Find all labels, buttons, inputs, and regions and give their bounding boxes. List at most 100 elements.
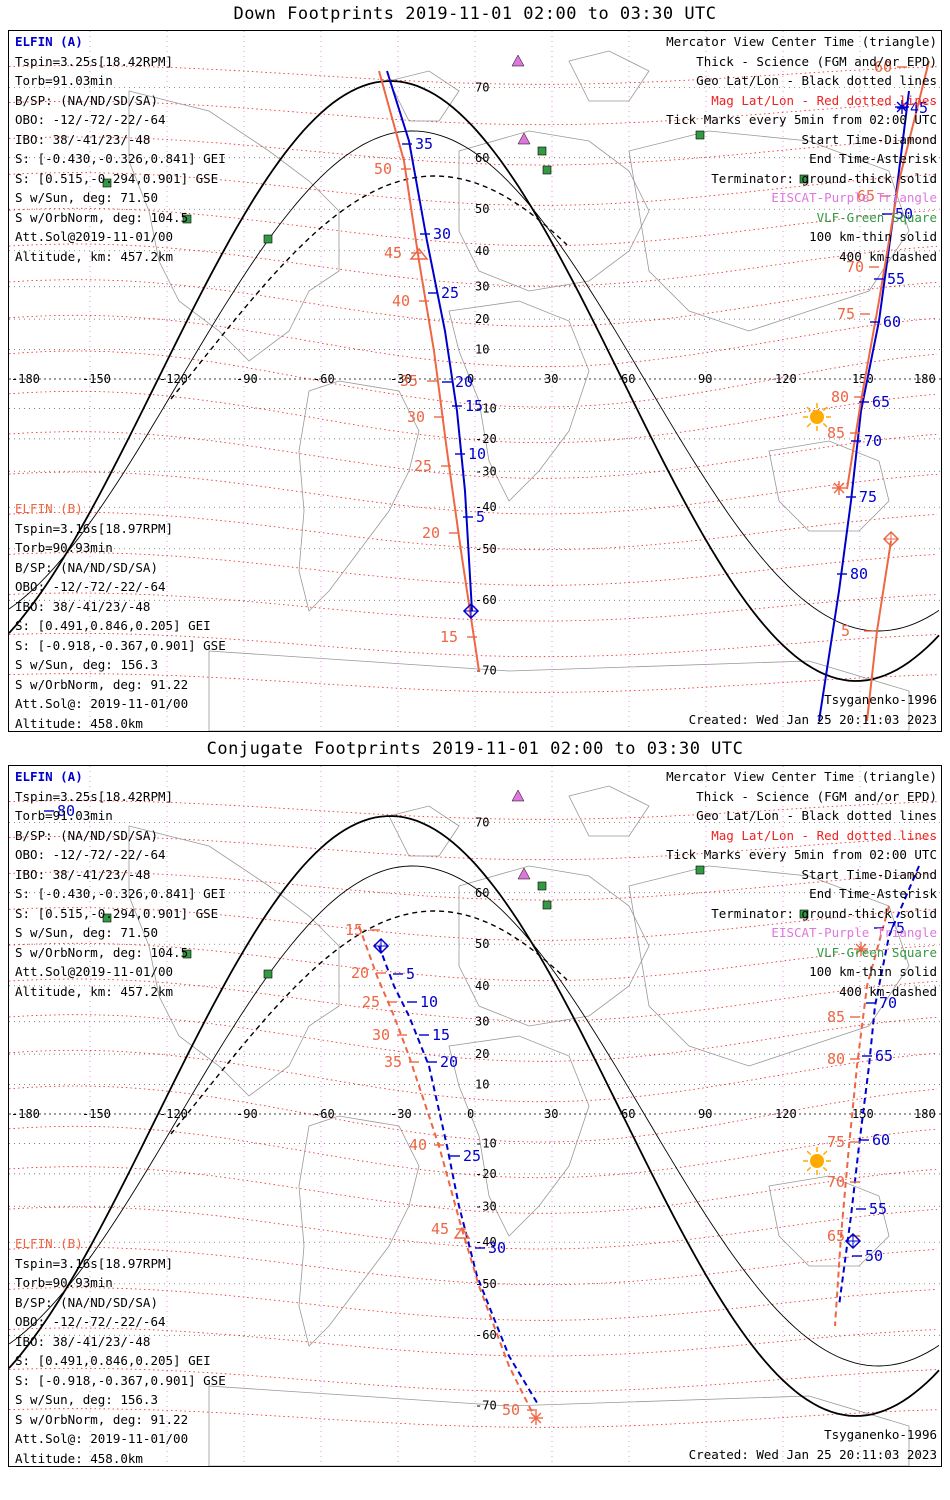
lat-label: 40 bbox=[475, 244, 489, 258]
mag-lat-line bbox=[9, 1166, 938, 1214]
legend-item: Tick Marks every 5min from 02:00 UTC bbox=[666, 847, 937, 862]
mag-lat-line bbox=[9, 1125, 938, 1179]
terminator-100km bbox=[9, 130, 940, 632]
tick-label: 40 bbox=[409, 1136, 427, 1154]
elfin-a-name: ELFIN (A) bbox=[15, 34, 83, 49]
elfin-a-info: ELFIN (A) Tspin=3.25s[18.42RPM] Torb=91.03… bbox=[15, 767, 226, 1001]
vlf-square bbox=[799, 174, 809, 184]
lon-label: 90 bbox=[698, 372, 712, 386]
map-canvas: -180 -150 -120 -90 -60 -30 0 30 60 90 120 150 180 70 6… bbox=[9, 766, 941, 1466]
model-label: Tsyganenko-1996 bbox=[824, 692, 937, 707]
tick-label: 45 bbox=[910, 99, 928, 117]
lon-label: -120 bbox=[159, 1107, 188, 1121]
tick-label: 50 bbox=[374, 160, 392, 178]
conjugate-footprints-panel: Conjugate Footprints 2019-11-01 02:00 to… bbox=[0, 735, 950, 1495]
info-line: S: [-0.918,-0.367,0.901] GSE bbox=[15, 637, 226, 653]
lon-label: -120 bbox=[159, 372, 188, 386]
lat-label: -20 bbox=[475, 1167, 497, 1181]
lat-label: -70 bbox=[475, 1399, 497, 1413]
vlf-square bbox=[537, 881, 547, 891]
coastline bbox=[208, 1385, 910, 1466]
mag-lat-line bbox=[9, 592, 938, 622]
sun-icon bbox=[803, 1147, 831, 1175]
tick-label: 55 bbox=[869, 1200, 887, 1218]
coastline bbox=[768, 1175, 890, 1267]
coastline bbox=[298, 380, 420, 612]
tick-label: 85 bbox=[827, 1008, 845, 1026]
tick-label: 30 bbox=[433, 225, 451, 243]
info-line: IBO: 38/-41/23/-48 bbox=[15, 866, 151, 882]
lat-label: 30 bbox=[475, 1015, 489, 1029]
center-triangle bbox=[409, 247, 429, 260]
lon-label: 90 bbox=[698, 1107, 712, 1121]
geo-grid bbox=[9, 766, 941, 1466]
lat-label: -30 bbox=[475, 1199, 497, 1213]
coastline bbox=[298, 1115, 420, 1347]
lat-label: 20 bbox=[475, 1047, 489, 1061]
lat-label: 40 bbox=[475, 979, 489, 993]
end-asterisk bbox=[896, 101, 908, 113]
tick-label: 25 bbox=[362, 993, 380, 1011]
legend-item: VLF-Green Square bbox=[816, 209, 937, 225]
info-line: S: [0.515,-0.294,0.901] GSE bbox=[15, 170, 219, 186]
tick-label: 75 bbox=[887, 919, 905, 937]
lon-label: -30 bbox=[390, 372, 412, 386]
tick-label: 25 bbox=[463, 1147, 481, 1165]
down-footprints-panel: Down Footprints 2019-11-01 02:00 to 03:3… bbox=[0, 0, 950, 740]
lat-label: -10 bbox=[475, 1136, 497, 1150]
info-line: Altitude: 458.0km bbox=[15, 715, 143, 731]
tick-label: 70 bbox=[827, 1173, 845, 1191]
info-line: S w/Sun, deg: 71.50 bbox=[15, 190, 158, 205]
vlf-square bbox=[263, 234, 273, 244]
end-asterisk bbox=[855, 943, 867, 955]
lat-label: -10 bbox=[475, 401, 497, 415]
tick-label: 15 bbox=[465, 397, 483, 415]
lon-label: 60 bbox=[621, 372, 635, 386]
footer-right: Tsyganenko-1996 Created: Wed Jan 25 20:1… bbox=[689, 690, 937, 729]
sun-ray bbox=[822, 422, 828, 428]
model-label: Tsyganenko-1996 bbox=[824, 1427, 937, 1442]
tick-label: 10 bbox=[468, 445, 486, 463]
legend-item: Thick - Science (FGM and/or EPD) bbox=[696, 53, 937, 69]
sun-ray bbox=[806, 1166, 812, 1172]
tick-label: 70 bbox=[864, 432, 882, 450]
lat-label: -60 bbox=[475, 1328, 497, 1342]
tick-label: 25 bbox=[441, 284, 459, 302]
legend-item: Terminator: ground-thick solid bbox=[711, 170, 937, 186]
tick-label: 85 bbox=[827, 424, 845, 442]
lat-label: -60 bbox=[475, 593, 497, 607]
tick-label: 75 bbox=[837, 305, 855, 323]
terminator-400km bbox=[170, 910, 568, 1135]
legend-item: Mercator View Center Time (triangle) bbox=[666, 34, 937, 49]
lon-label: 30 bbox=[544, 1107, 558, 1121]
lon-label: -90 bbox=[236, 372, 258, 386]
coastline bbox=[628, 130, 910, 332]
info-line: Att.Sol@2019-11-01/00 bbox=[15, 229, 174, 244]
lat-label: 50 bbox=[475, 202, 489, 216]
info-line: S w/Sun, deg: 71.50 bbox=[15, 925, 158, 940]
tick-label: 75 bbox=[827, 1133, 845, 1151]
coastline bbox=[128, 825, 340, 1097]
info-line: S w/OrbNorm, deg: 104.5 bbox=[15, 944, 189, 960]
lat-label: 50 bbox=[475, 937, 489, 951]
info-line: Tspin=3.25s[18.42RPM] bbox=[15, 788, 174, 804]
map-frame: -180 -150 -120 -90 -60 -30 0 30 60 90 120 150 180 70 6… bbox=[8, 765, 942, 1467]
lat-label: -70 bbox=[475, 664, 497, 678]
tick-label: 30 bbox=[372, 1026, 390, 1044]
info-line: Altitude, km: 457.2km bbox=[15, 983, 174, 999]
mag-lat-line bbox=[9, 1049, 938, 1103]
legend-item: Mercator View Center Time (triangle) bbox=[666, 769, 937, 784]
coastlines bbox=[128, 50, 910, 731]
lon-label: 150 bbox=[852, 372, 874, 386]
info-line: S: [0.515,-0.294,0.901] GSE bbox=[15, 905, 219, 921]
info-line: S: [0.491,0.846,0.205] GEI bbox=[15, 618, 211, 633]
mag-grid bbox=[9, 800, 938, 1428]
tick-label: 50 bbox=[865, 1247, 883, 1265]
lat-label: -50 bbox=[475, 1277, 497, 1291]
sun-ray bbox=[822, 1150, 828, 1156]
eiscat-triangle bbox=[517, 867, 531, 880]
info-line: B/SP: (NA/ND/SD/SA) bbox=[15, 1294, 158, 1310]
info-line: Torb=90.93min bbox=[15, 540, 113, 555]
lon-label: 180 bbox=[914, 372, 936, 386]
lat-label: 30 bbox=[475, 280, 489, 294]
